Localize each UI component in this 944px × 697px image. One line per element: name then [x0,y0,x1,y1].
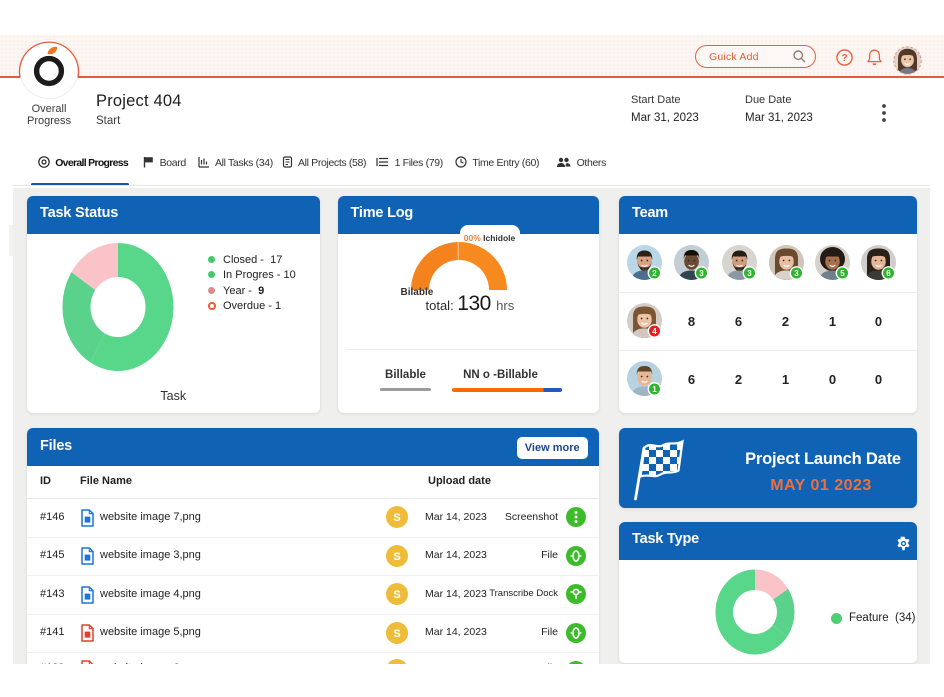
svg-text:S: S [393,551,400,563]
svg-text:4: 4 [652,327,657,336]
svg-text:1: 1 [652,385,657,394]
svg-text:?: ? [841,53,847,64]
svg-text:5: 5 [840,269,845,278]
svg-text:3: 3 [794,269,799,278]
svg-text:3: 3 [699,269,704,278]
svg-text:2: 2 [652,269,657,278]
svg-text:S: S [393,512,400,524]
svg-text:6: 6 [886,269,891,278]
svg-text:S: S [393,589,400,601]
svg-text:S: S [393,628,400,640]
svg-text:3: 3 [747,269,752,278]
